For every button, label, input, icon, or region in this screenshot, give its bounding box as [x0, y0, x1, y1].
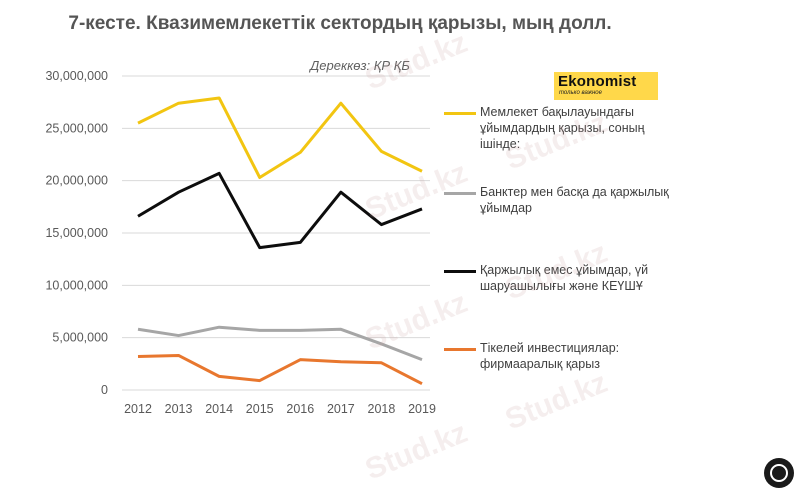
chart-grid — [122, 75, 430, 391]
y-tick-label: 5,000,000 — [52, 331, 108, 345]
navigation-button[interactable] — [764, 458, 794, 488]
chart-series — [137, 96, 423, 386]
chart-title: 7-кесте. Квазимемлекеттік сектордың қары… — [68, 13, 612, 34]
legend-label: Банктер мен басқа да қаржылық ұйымдар — [480, 185, 669, 215]
ekonomist-logo: Ekonomist только важное — [554, 72, 658, 100]
x-tick-label: 2016 — [286, 402, 314, 416]
series-line-1 — [137, 96, 423, 180]
x-tick-label: 2018 — [368, 402, 396, 416]
y-tick-label: 0 — [101, 383, 108, 397]
series-line-3 — [137, 171, 423, 250]
line-chart: 0 5,000,000 10,000,000 15,000,000 20,000,000… — [45, 69, 436, 416]
legend-swatch — [444, 192, 476, 195]
logo-tagline: только важное — [559, 90, 602, 96]
y-tick-label: 20,000,000 — [45, 174, 108, 188]
legend-label: Тікелей инвестициялар: фирмааралық қарыз — [480, 341, 620, 371]
x-tick-label: 2012 — [124, 402, 152, 416]
x-tick-label: 2014 — [205, 402, 233, 416]
legend-swatch — [444, 112, 476, 115]
y-axis-ticks: 0 5,000,000 10,000,000 15,000,000 20,000,000… — [45, 69, 108, 397]
x-tick-label: 2015 — [246, 402, 274, 416]
legend-swatch — [444, 348, 476, 351]
x-axis-ticks: 2012 2013 2014 2015 2016 2017 2018 2019 — [124, 402, 436, 416]
y-tick-label: 25,000,000 — [45, 121, 108, 135]
x-tick-label: 2017 — [327, 402, 355, 416]
x-tick-label: 2019 — [408, 402, 436, 416]
chart-legend: Мемлекет бақылауындағы ұйымдардың қарызы… — [444, 0, 684, 494]
y-tick-label: 30,000,000 — [45, 69, 108, 83]
chart-source: Дереккөз: ҚР ҚБ — [310, 58, 410, 73]
series-line-4 — [137, 353, 423, 386]
logo-word: Ekonomist — [558, 73, 637, 90]
legend-swatch — [444, 270, 476, 273]
x-tick-label: 2013 — [165, 402, 193, 416]
legend-label: Қаржылық емес ұйымдар, үй шаруашылығы жә… — [480, 263, 649, 293]
legend-label: Мемлекет бақылауындағы ұйымдардың қарызы… — [480, 105, 645, 151]
y-tick-label: 15,000,000 — [45, 226, 108, 240]
series-line-2 — [137, 325, 423, 362]
y-tick-label: 10,000,000 — [45, 278, 108, 292]
circle-icon — [770, 464, 788, 482]
